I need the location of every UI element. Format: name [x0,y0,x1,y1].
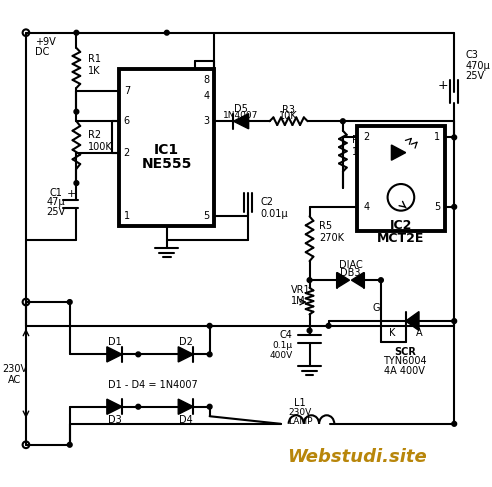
Text: 4: 4 [204,92,210,101]
Text: TYN6004: TYN6004 [383,356,427,366]
Text: 4: 4 [364,202,369,212]
Polygon shape [107,347,122,362]
Text: R2: R2 [88,131,101,140]
Text: R5: R5 [319,221,332,231]
Circle shape [452,421,457,426]
Circle shape [307,278,312,282]
Text: D2: D2 [179,337,193,347]
Text: 4A 400V: 4A 400V [384,366,425,375]
Text: DC: DC [35,47,50,56]
Circle shape [340,119,345,124]
Text: IC1: IC1 [154,143,180,157]
Text: G: G [372,303,380,313]
Circle shape [326,323,331,328]
Polygon shape [233,113,248,129]
Text: 47µ: 47µ [46,197,65,207]
Text: IC2: IC2 [390,220,412,232]
Circle shape [207,323,212,328]
Text: 2: 2 [364,132,370,142]
Text: C4: C4 [279,330,292,340]
Circle shape [74,109,79,114]
Text: R3: R3 [282,105,295,115]
Text: C1: C1 [49,187,62,198]
Circle shape [164,30,169,35]
Text: +: + [67,189,76,200]
Text: Webstudi.site: Webstudi.site [287,448,427,466]
Text: AC: AC [8,375,21,385]
Text: 470µ: 470µ [465,61,491,71]
Polygon shape [107,399,122,414]
Text: 1K: 1K [88,66,100,76]
Text: D1: D1 [108,337,122,347]
Bar [357,126,445,231]
Text: SCR: SCR [394,347,416,356]
Polygon shape [178,347,193,362]
Text: D5: D5 [234,104,248,114]
Circle shape [378,278,383,282]
Bar [119,69,215,226]
Circle shape [452,205,457,209]
Text: 5: 5 [204,211,210,222]
Circle shape [207,352,212,357]
Text: 400V: 400V [269,351,292,360]
Polygon shape [392,145,406,160]
Text: 3: 3 [204,116,210,126]
Circle shape [452,135,457,140]
Text: 25V: 25V [465,72,485,81]
Polygon shape [337,273,349,288]
Polygon shape [351,273,364,288]
Circle shape [74,181,79,186]
Text: K: K [389,328,396,338]
Text: D4: D4 [179,415,193,425]
Text: DIAC: DIAC [338,260,363,270]
Text: MCT2E: MCT2E [377,232,425,245]
Text: 1N4007: 1N4007 [223,111,259,120]
Text: A: A [416,328,422,338]
Circle shape [67,300,72,304]
Circle shape [452,318,457,323]
Polygon shape [178,399,193,414]
Text: DB3: DB3 [340,267,361,278]
Text: 5: 5 [434,202,440,212]
Text: 8: 8 [204,75,210,85]
Circle shape [74,30,79,35]
Text: 0.1µ: 0.1µ [272,341,292,350]
Circle shape [307,328,312,333]
Text: 230V: 230V [288,408,311,417]
Text: 270K: 270K [319,233,344,244]
Text: R4: R4 [352,135,366,145]
Text: +: + [437,78,448,92]
Text: 100K: 100K [88,142,113,152]
Text: 25V: 25V [46,206,65,217]
Circle shape [207,404,212,409]
Text: R1: R1 [88,55,101,64]
Circle shape [136,404,141,409]
Text: 10K: 10K [279,112,298,121]
Text: VR1: VR1 [291,285,310,295]
Text: D1 - D4 = 1N4007: D1 - D4 = 1N4007 [108,380,197,390]
Text: +9V: +9V [35,37,56,47]
Text: LAMP: LAMP [288,417,312,427]
Text: 1M: 1M [291,296,305,306]
Text: 7: 7 [123,86,130,96]
Text: D3: D3 [108,415,122,425]
Text: 6: 6 [124,116,130,126]
Text: NE555: NE555 [142,157,192,171]
Text: 10K: 10K [352,147,371,157]
Text: 2: 2 [123,148,130,158]
Text: 1: 1 [124,211,130,222]
Text: L1: L1 [294,398,306,408]
Text: 0.01µ: 0.01µ [260,208,288,219]
Text: 1: 1 [434,132,440,142]
Circle shape [136,352,141,357]
Circle shape [67,442,72,447]
Text: C3: C3 [465,50,479,59]
Polygon shape [406,312,419,331]
Text: C2: C2 [260,197,273,207]
Text: 230V: 230V [2,364,27,374]
